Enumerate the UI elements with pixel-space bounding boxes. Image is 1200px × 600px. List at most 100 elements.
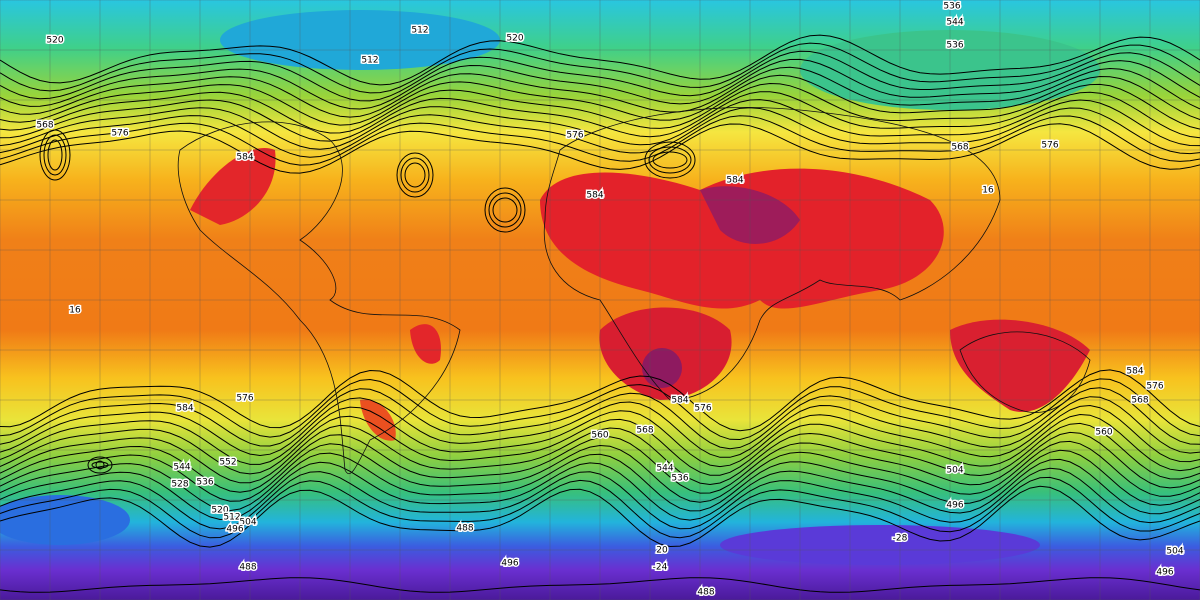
contour-label: 496	[501, 559, 518, 569]
contour-label: 496	[1156, 568, 1173, 578]
contour-label: 528	[171, 480, 188, 490]
contour	[0, 74, 1200, 126]
contour-loop	[404, 162, 426, 188]
contour-label: 576	[1146, 382, 1163, 392]
contour-loop	[492, 197, 518, 223]
contour-loop	[644, 141, 696, 179]
contour	[0, 467, 1200, 530]
contour-label: 520	[46, 36, 63, 46]
contour	[0, 91, 1200, 142]
contour	[0, 449, 1200, 512]
contour	[0, 369, 1200, 432]
contour-label: 560	[1095, 428, 1112, 438]
contour	[0, 58, 1200, 110]
arctic-cold	[220, 10, 500, 70]
contour	[0, 413, 1200, 476]
contour-loop	[396, 152, 434, 198]
contour-label: 576	[1041, 141, 1058, 151]
contour-label: 552	[219, 458, 236, 468]
contour-label: 536	[671, 474, 688, 484]
contour-label: 584	[236, 153, 253, 163]
eurasia-africa-coast	[543, 107, 1001, 401]
australia-heat	[950, 319, 1090, 412]
contour-label: 560	[591, 431, 608, 441]
contour-label: 512	[361, 56, 378, 66]
contour-label: 504	[239, 518, 256, 528]
contour	[0, 107, 1200, 158]
contour-label: 536	[943, 2, 960, 12]
contour-label: 584	[1126, 367, 1143, 377]
south-cold	[0, 495, 130, 545]
australia-coast	[959, 331, 1091, 413]
contour-label: 584	[176, 404, 193, 414]
contour-label: 488	[239, 563, 256, 573]
contour-label: 576	[694, 404, 711, 414]
coastlines	[177, 107, 1091, 475]
americas-coast	[177, 121, 461, 475]
contour-loop	[43, 134, 67, 176]
contour-loop	[39, 129, 71, 181]
contour-loop	[648, 146, 692, 174]
contour-label: 544	[656, 464, 673, 474]
contour	[0, 34, 1200, 86]
contour-label: 568	[951, 143, 968, 153]
contour	[0, 422, 1200, 486]
contour-label: 496	[226, 525, 243, 535]
contour	[0, 66, 1200, 118]
contour-labels: 520 512 520 536 544 536 512 576 568 576 …	[35, 0, 1185, 599]
contour	[0, 99, 1200, 150]
kalahari-heat	[642, 348, 682, 388]
contour-loop	[488, 192, 522, 228]
contour	[0, 123, 1200, 174]
contour	[0, 476, 1200, 539]
contour-label: 576	[236, 394, 253, 404]
height-contours	[0, 34, 1200, 593]
contour-label: 576	[111, 129, 128, 139]
contour-label: 568	[636, 426, 653, 436]
contour	[0, 577, 1200, 593]
contour-loop	[95, 460, 105, 470]
contour-label: -28	[893, 534, 908, 544]
antarctic-cold	[720, 525, 1040, 565]
contour-label: 544	[946, 18, 963, 28]
contour	[0, 378, 1200, 441]
contour-label: 584	[671, 396, 688, 406]
contour-loop	[652, 151, 688, 169]
contour	[0, 50, 1200, 102]
contour-label: 488	[456, 524, 473, 534]
contour-label: 520	[506, 34, 523, 44]
contour-label: 584	[726, 176, 743, 186]
contour	[0, 396, 1200, 458]
contour-label: 504	[946, 466, 963, 476]
contour	[0, 42, 1200, 94]
contour-label: 512	[411, 26, 428, 36]
contour	[0, 387, 1200, 450]
contour-label: 16	[69, 306, 81, 316]
contour	[0, 82, 1200, 134]
contour-label: 16	[982, 186, 994, 196]
contour-label: 504	[1166, 547, 1183, 557]
contour-loop	[400, 157, 430, 193]
contour-label: 568	[36, 121, 53, 131]
contour-label: 536	[946, 41, 963, 51]
contour-label: 568	[1131, 396, 1148, 406]
contour	[0, 115, 1200, 166]
contour-label: 488	[697, 588, 714, 598]
warm-anomalies	[190, 148, 1090, 441]
contour-label: 536	[196, 478, 213, 488]
contour-label: 20	[656, 546, 668, 556]
contour-loop	[47, 139, 63, 171]
contour-label: 576	[566, 131, 583, 141]
contour	[0, 458, 1200, 521]
contour-label: 512	[223, 513, 240, 523]
contour	[0, 431, 1200, 494]
contour-label: 520	[211, 506, 228, 516]
contour	[0, 404, 1200, 468]
contour	[0, 485, 1200, 548]
contour-loop	[484, 187, 526, 233]
contour-loop	[91, 461, 109, 469]
brazil-heat	[410, 324, 441, 364]
contour-loop	[87, 456, 113, 474]
contour-label: -24	[653, 563, 668, 573]
